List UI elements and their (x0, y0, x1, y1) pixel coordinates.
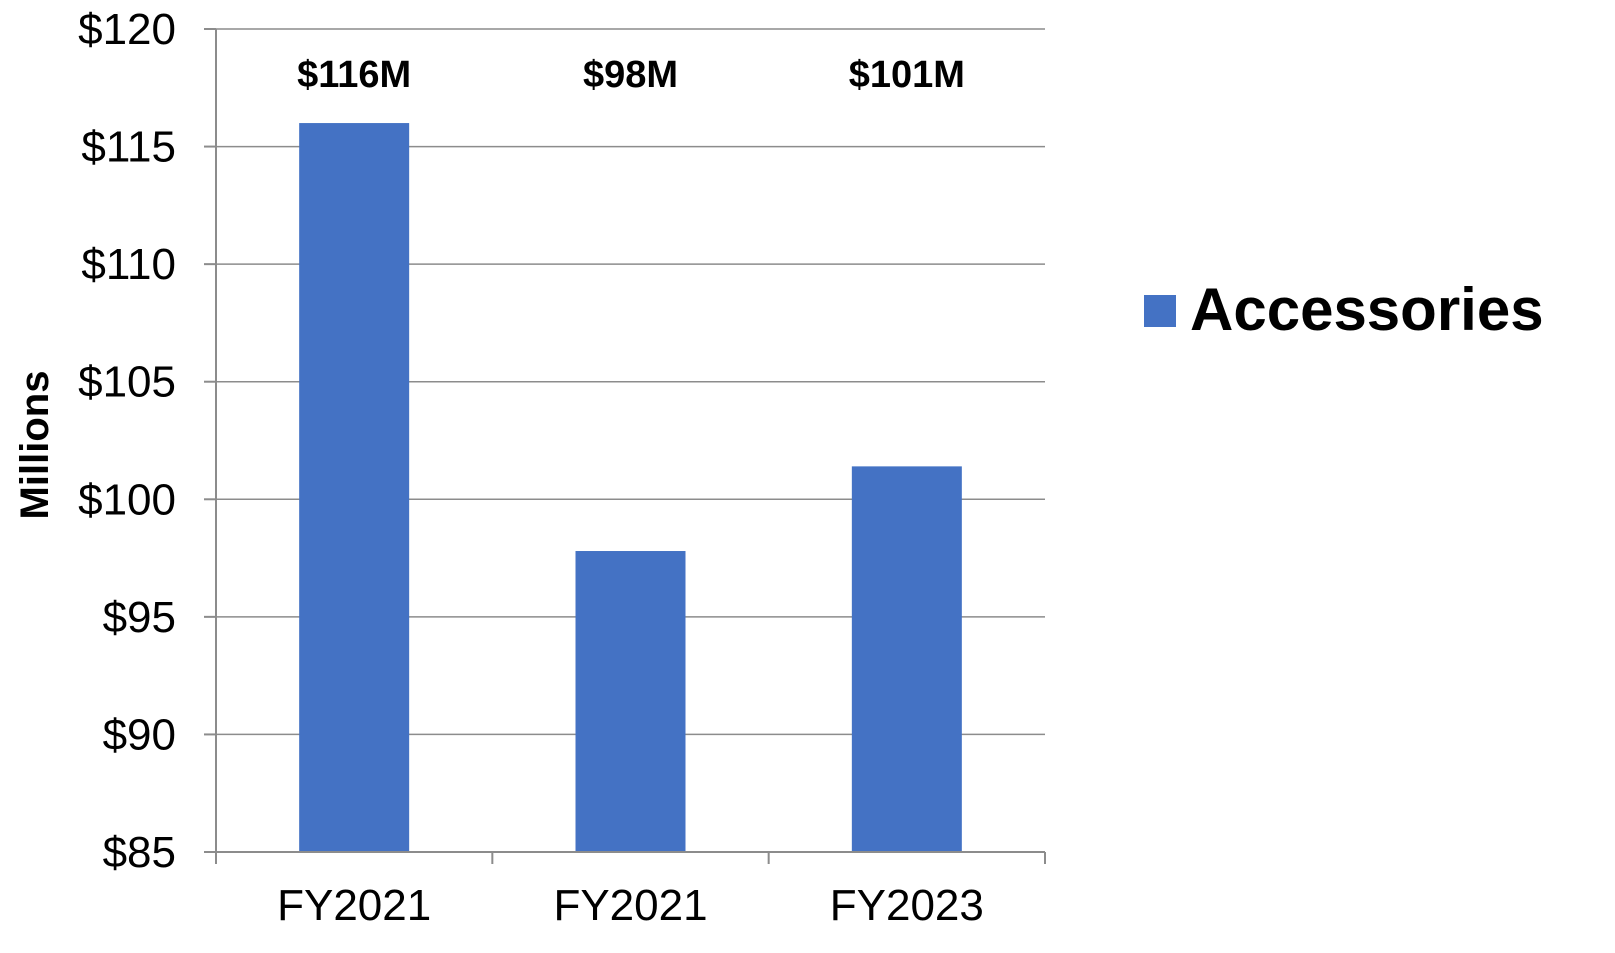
legend: Accessories (1144, 276, 1544, 343)
data-label: $98M (583, 54, 678, 96)
data-label: $101M (849, 54, 965, 96)
y-tick-label: $115 (81, 123, 176, 172)
bar-2 (575, 551, 686, 852)
y-tick-label: $85 (103, 828, 176, 877)
legend-swatch-accessories (1144, 295, 1176, 327)
bar-1 (299, 123, 410, 853)
y-tick-label: $100 (78, 475, 176, 524)
bars (299, 123, 962, 853)
y-tick-label: $90 (103, 710, 176, 759)
data-label: $116M (297, 54, 411, 96)
legend-label-accessories: Accessories (1190, 276, 1544, 343)
axes (204, 28, 1046, 864)
y-tick-label: $120 (78, 5, 176, 54)
x-tick-label: FY2021 (553, 881, 707, 930)
x-tick-label: FY2023 (830, 881, 984, 930)
x-tick-label: FY2021 (277, 881, 431, 930)
y-tick-label: $105 (78, 358, 176, 407)
bar-3 (851, 466, 962, 852)
x-tick-labels: FY2021 FY2021 FY2023 (277, 881, 984, 930)
y-axis-title: Millions (13, 371, 57, 520)
y-tick-label: $95 (103, 593, 176, 642)
y-tick-label: $110 (81, 240, 176, 289)
data-labels: $116M $98M $101M (297, 54, 965, 96)
y-tick-labels: $120 $115 $110 $105 $100 $95 $90 $85 (78, 5, 176, 877)
